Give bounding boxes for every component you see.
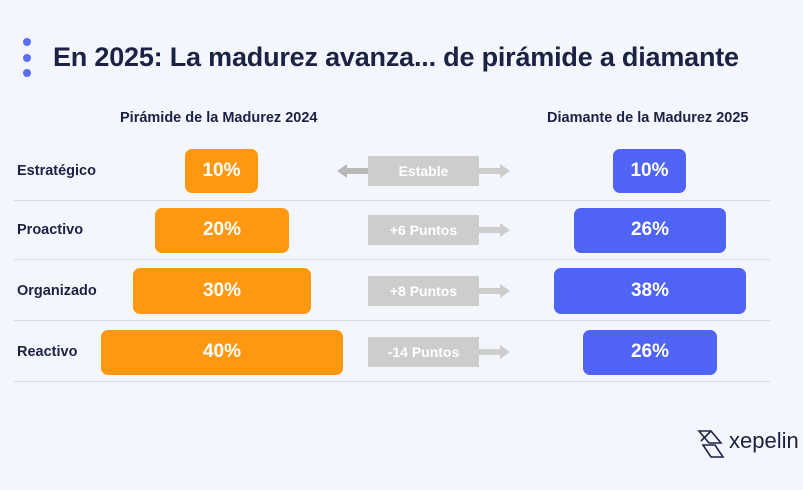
level-label: Estratégico [17, 163, 96, 179]
value-2024-box: 30% [133, 268, 311, 314]
page-title: En 2025: La madurez avanza... de pirámid… [53, 42, 739, 72]
arrow-left-icon [337, 164, 347, 178]
value-2025-box: 10% [613, 149, 686, 193]
arrow-right-icon [478, 227, 502, 233]
level-label: Reactivo [17, 344, 78, 360]
arrow-right-icon [500, 223, 510, 237]
column-header-2024: Pirámide de la Madurez 2024 [120, 110, 318, 126]
bullet-dot [23, 38, 31, 46]
value-2024-box: 40% [101, 329, 343, 375]
bullet-dot [23, 69, 31, 77]
arrow-right-icon [500, 164, 510, 178]
row-divider [14, 259, 770, 260]
row-divider [14, 200, 770, 201]
arrow-right-icon [478, 349, 502, 355]
row-divider [14, 381, 770, 382]
arrow-right-icon [500, 284, 510, 298]
arrow-right-icon [500, 345, 510, 359]
value-2025-box: 26% [574, 207, 726, 253]
column-header-2025: Diamante de la Madurez 2025 [547, 110, 749, 126]
xepelin-logo-text: xepelin [729, 428, 799, 453]
change-label: Estable [368, 156, 479, 186]
level-label: Proactivo [17, 222, 84, 238]
arrow-right-icon [478, 288, 502, 294]
value-2024-box: 10% [185, 149, 258, 193]
change-label: +8 Puntos [368, 276, 479, 306]
arrow-right-icon [478, 168, 502, 174]
level-label: Organizado [17, 283, 97, 299]
xepelin-logo-icon [697, 429, 725, 464]
value-2025-box: 38% [554, 268, 746, 314]
row-divider [14, 320, 770, 321]
bullet-dot [23, 54, 31, 62]
change-label: +6 Puntos [368, 215, 479, 245]
change-label: -14 Puntos [368, 337, 479, 367]
value-2024-box: 20% [155, 207, 289, 253]
value-2025-box: 26% [583, 329, 717, 375]
arrow-left-icon [346, 168, 370, 174]
